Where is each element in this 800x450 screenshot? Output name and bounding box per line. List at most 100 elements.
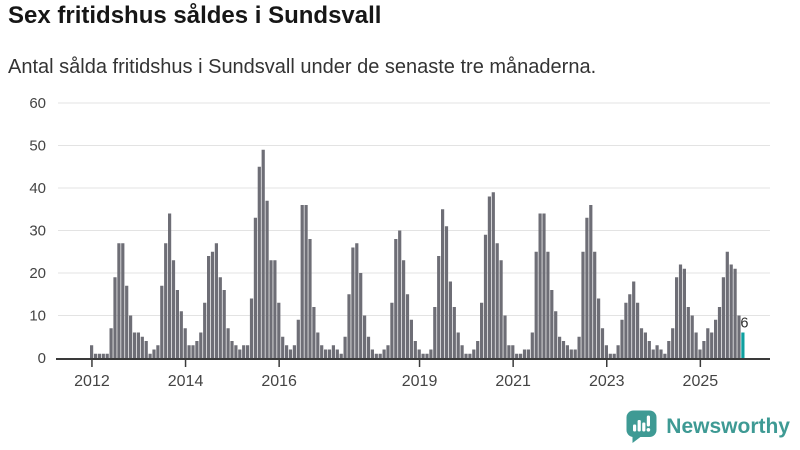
bar [214, 243, 218, 358]
bar [218, 277, 222, 358]
bar [327, 349, 332, 358]
bar [413, 341, 417, 358]
bar [487, 196, 491, 358]
bar [265, 200, 269, 358]
bar [168, 213, 172, 358]
bar [655, 345, 659, 358]
bar [686, 307, 690, 358]
bar [324, 349, 328, 358]
bar [269, 260, 273, 358]
bar [507, 345, 511, 358]
bar [733, 268, 737, 358]
bar [405, 294, 410, 358]
bar [441, 209, 445, 358]
chart-canvas: 0 10 20 30 40 50 60 2012 2014 2016 2019 2021 2023 202… [29, 95, 770, 390]
bar [534, 251, 538, 358]
bar [495, 243, 499, 358]
brand-name: Newsworthy [666, 414, 790, 438]
chart-area: 0 10 20 30 40 50 60 2012 2014 2016 2019 2021 2023 202… [0, 95, 800, 395]
bar [721, 277, 725, 358]
bar [238, 349, 242, 358]
bar [210, 251, 215, 358]
bar [386, 345, 390, 358]
bar [433, 307, 437, 358]
x-tick-label: 2021 [495, 373, 531, 390]
bar [292, 345, 296, 358]
bar [519, 353, 523, 358]
bar [585, 217, 589, 358]
bar [511, 345, 515, 358]
bar [515, 353, 519, 358]
bar [472, 349, 476, 358]
bar [249, 298, 254, 358]
y-tick-label: 20 [29, 265, 46, 282]
bar [125, 285, 129, 358]
bar [448, 281, 452, 358]
bar [355, 243, 359, 358]
bar [97, 353, 101, 358]
bar [366, 336, 371, 358]
bar [597, 298, 601, 358]
bar [90, 345, 94, 358]
bar [113, 277, 117, 358]
bar [402, 260, 406, 358]
bar [199, 332, 203, 358]
bar [737, 315, 741, 358]
bar [339, 353, 343, 358]
bar [538, 213, 542, 358]
bar [725, 251, 729, 358]
bar [242, 345, 246, 358]
bar [304, 205, 308, 358]
bar [554, 311, 558, 358]
bar [581, 251, 585, 358]
bar [468, 353, 472, 358]
bar [460, 345, 464, 358]
bar [187, 345, 191, 358]
bar [698, 349, 702, 358]
bar [175, 290, 179, 358]
x-tick-label: 2012 [74, 373, 110, 390]
bar [593, 251, 597, 358]
bar [246, 345, 250, 358]
bar [480, 302, 484, 358]
bar [370, 349, 374, 358]
bar [675, 277, 679, 358]
bar [483, 234, 488, 358]
bar [671, 328, 675, 358]
bar [394, 239, 398, 358]
bar [320, 345, 324, 358]
bar [378, 353, 382, 358]
bar [452, 307, 456, 358]
bar [359, 273, 363, 358]
bar [421, 353, 425, 358]
bar [651, 349, 655, 358]
bar [343, 336, 347, 358]
x-tick-label: 2014 [168, 373, 204, 390]
bar [526, 349, 530, 358]
bar [600, 328, 605, 358]
bar [288, 349, 293, 358]
bar [550, 290, 554, 358]
bar [203, 302, 207, 358]
bar [136, 332, 140, 358]
bar [542, 213, 546, 358]
bar [429, 349, 433, 358]
bar [530, 332, 534, 358]
bar [101, 353, 105, 358]
bar [351, 247, 355, 358]
bar [561, 341, 566, 358]
bar [148, 353, 152, 358]
bar [93, 353, 98, 358]
bar [437, 256, 441, 358]
y-tick-label: 60 [29, 95, 46, 112]
bar [277, 302, 281, 358]
bar [183, 328, 187, 358]
page-title: Sex fritidshus såldes i Sundsvall [8, 2, 382, 29]
bar [464, 353, 468, 358]
bar [335, 349, 339, 358]
bar [522, 349, 527, 358]
bar [608, 353, 612, 358]
bar [261, 149, 265, 358]
chart-subtitle: Antal sålda fritidshus i Sundsvall under… [8, 56, 597, 78]
